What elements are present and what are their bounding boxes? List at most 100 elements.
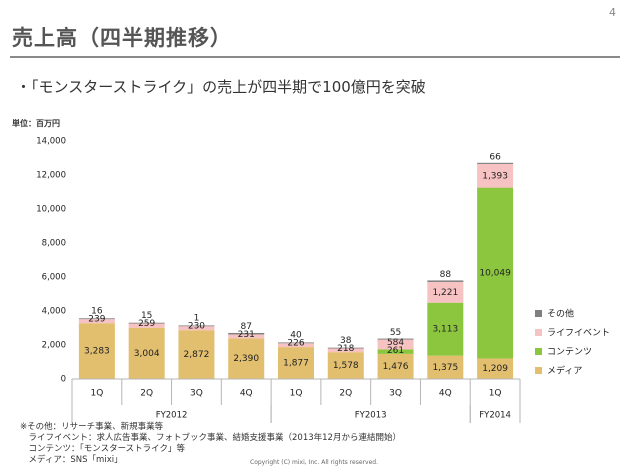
data-label: 1,877	[283, 359, 309, 369]
data-label: 1,221	[432, 288, 458, 298]
bar-segment	[228, 338, 265, 379]
bar-segment	[377, 338, 414, 340]
bar-segment	[78, 318, 115, 320]
data-label: 87	[240, 322, 251, 332]
data-label: 231	[238, 330, 255, 340]
legend-swatch	[535, 310, 542, 317]
data-label: 16	[91, 307, 103, 317]
y-tick-label: 0	[61, 375, 66, 385]
bar-segment	[427, 280, 464, 282]
data-label: 218	[337, 344, 354, 354]
legend-label: コンテンツ	[547, 347, 592, 358]
bar-segment	[78, 319, 115, 324]
data-label: 66	[489, 152, 501, 162]
bar-segment	[427, 355, 464, 379]
bar-segment	[377, 339, 414, 350]
bar-segment	[228, 332, 265, 335]
y-tick-label: 14,000	[36, 137, 66, 147]
x-tick-label: 3Q	[190, 389, 203, 399]
unit-label: 単位：百万円	[12, 119, 60, 128]
page-title: 売上高（四半期推移）	[12, 26, 232, 50]
data-label: 3,113	[432, 325, 458, 335]
headline-bullet: ・「モンスターストライク」の売上が四半期で100億円を突破	[16, 78, 426, 96]
bar-segment	[128, 327, 165, 379]
data-label: 1,375	[432, 363, 458, 373]
bar-segment	[477, 163, 514, 188]
data-label: 584	[387, 338, 404, 348]
bar-segment	[178, 325, 215, 327]
x-tick-label: 1Q	[489, 389, 502, 399]
page-number: 4	[609, 6, 616, 19]
group-label: FY2012	[156, 411, 188, 421]
data-label: 38	[340, 336, 352, 346]
title-divider	[10, 56, 620, 58]
bar-segment	[477, 358, 514, 379]
data-label: 259	[138, 319, 155, 329]
bar-segment	[278, 342, 314, 344]
legend-swatch	[535, 348, 542, 355]
data-label: 2,872	[184, 350, 210, 360]
group-label: FY2014	[479, 411, 511, 421]
x-tick-label: 4Q	[439, 389, 452, 399]
legend-swatch	[535, 329, 542, 336]
x-tick-label: 2Q	[140, 389, 153, 399]
bar-segment	[477, 162, 514, 164]
y-tick-label: 6,000	[42, 273, 66, 283]
x-tick-label: 3Q	[389, 389, 402, 399]
bar-segment	[377, 353, 414, 379]
group-label: FY2013	[355, 411, 387, 421]
legend-label: メディア	[547, 365, 582, 377]
legend-label: ライフイベント	[547, 328, 610, 339]
data-label: 1	[194, 314, 200, 324]
footnote-line: ライフイベント：求人広告事業、フォトブック事業、結婚支援事業（2013年12月か…	[20, 433, 401, 443]
bar-segment	[178, 330, 215, 379]
bar-segment	[327, 347, 364, 349]
bar-segment	[178, 326, 215, 331]
data-label: 230	[188, 322, 205, 332]
bar-segment	[477, 187, 514, 359]
bar-segment	[228, 334, 265, 339]
data-label: 3,283	[84, 347, 110, 357]
data-label: 261	[387, 346, 404, 356]
data-label: 15	[141, 311, 152, 321]
x-tick-label: 1Q	[90, 389, 103, 399]
bar-segment	[377, 349, 414, 354]
data-label: 1,578	[333, 361, 359, 371]
data-label: 239	[88, 315, 105, 325]
footnote-line: コンテンツ：「モンスターストライク」等	[20, 444, 186, 454]
bar-segment	[327, 352, 364, 379]
footnotes: ※その他：リサーチ事業、新規事業等 ライフイベント：求人広告事業、フォトブック事…	[20, 422, 401, 466]
x-tick-label: 2Q	[339, 389, 352, 399]
data-label: 88	[440, 270, 452, 280]
data-label: 2,390	[233, 354, 259, 364]
bar-segment	[278, 347, 314, 379]
bar-segment	[78, 323, 115, 379]
data-label: 1,393	[482, 171, 508, 181]
y-tick-label: 10,000	[36, 205, 66, 215]
copyright: Copyright (C) mixi, Inc. All rights rese…	[250, 459, 378, 466]
data-label: 1,209	[482, 364, 508, 374]
data-label: 226	[287, 339, 304, 349]
data-label: 55	[390, 328, 401, 338]
x-tick-label: 1Q	[290, 389, 303, 399]
bar-segment	[427, 302, 464, 356]
legend-label: その他	[547, 308, 574, 320]
data-label: 40	[290, 331, 302, 341]
bar-segment	[278, 343, 314, 348]
legend-swatch	[535, 367, 542, 374]
y-tick-label: 2,000	[42, 341, 66, 351]
bar-segment	[128, 323, 165, 328]
data-label: 10,049	[479, 269, 511, 279]
footnote-line: ※その他：リサーチ事業、新規事業等	[20, 422, 164, 432]
y-tick-label: 8,000	[42, 239, 66, 249]
bar-segment	[327, 348, 364, 353]
data-label: 3,004	[134, 349, 160, 359]
bar-segment	[427, 281, 464, 303]
data-label: 1,476	[383, 362, 409, 372]
footnote-line: メディア：SNS「mixi」	[20, 455, 123, 465]
y-tick-label: 12,000	[36, 171, 66, 181]
x-tick-label: 4Q	[240, 389, 253, 399]
bar-segment	[128, 322, 165, 324]
y-tick-label: 4,000	[42, 307, 66, 317]
